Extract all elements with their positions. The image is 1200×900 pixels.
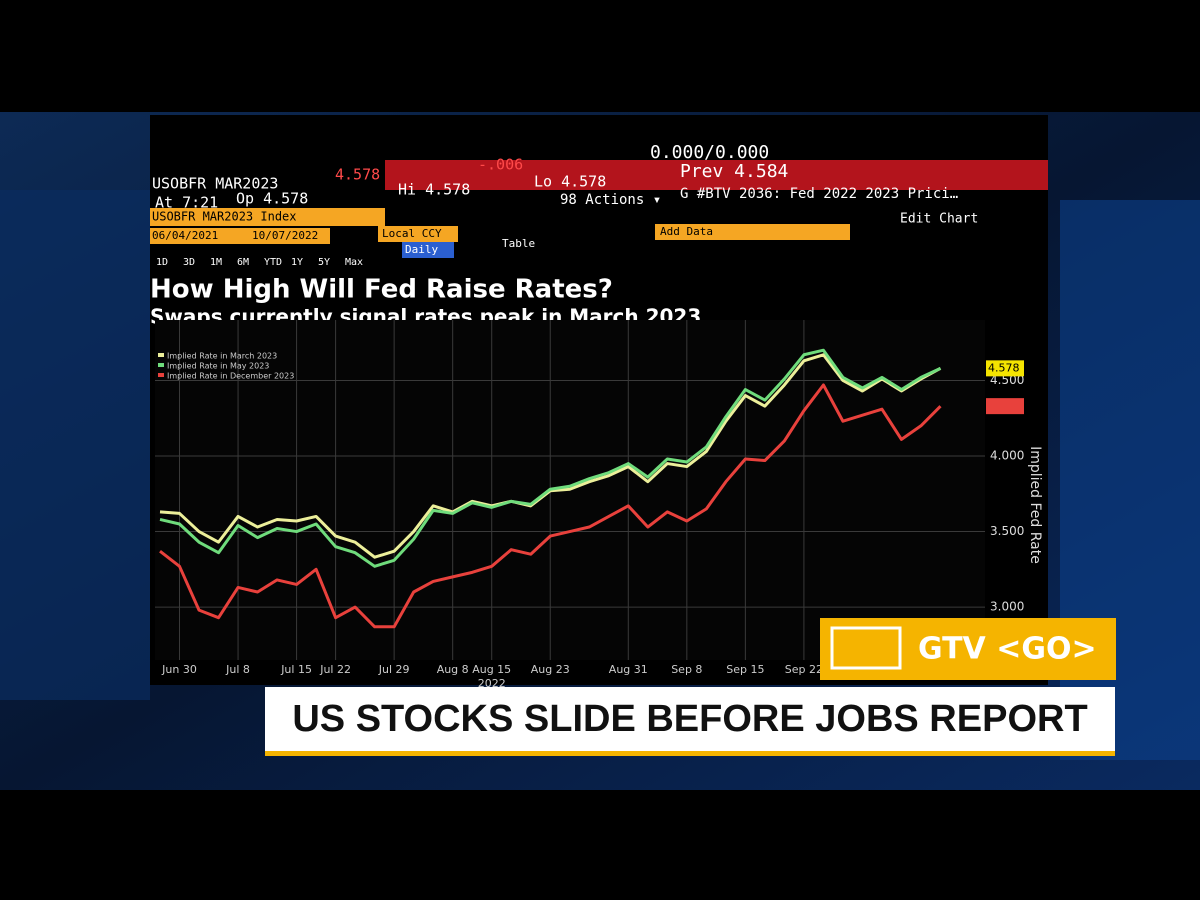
- last-value-tag: [986, 360, 1024, 377]
- x-tick-label: Aug 23: [531, 663, 570, 676]
- high: Hi 4.578: [398, 181, 470, 199]
- x-tick-label: Jul 29: [378, 663, 410, 676]
- series-line: [159, 383, 942, 629]
- end-date: 10/07/2022: [252, 229, 318, 242]
- edit-chart[interactable]: Edit Chart: [900, 212, 978, 227]
- x-year-label: 2022: [478, 677, 506, 690]
- start-date: 06/04/2021: [152, 229, 218, 242]
- last: 4.578: [335, 166, 380, 184]
- x-tick-label: Aug 31: [609, 663, 648, 676]
- last-value-label: 4.578: [988, 361, 1020, 374]
- range-button[interactable]: 6M: [237, 257, 249, 268]
- legend-swatch: [158, 373, 164, 377]
- legend-swatch: [158, 353, 164, 357]
- x-tick-label: Aug 15: [472, 663, 511, 676]
- side-screen: [0, 190, 150, 700]
- legend-label: Implied Rate in March 2023: [167, 352, 277, 361]
- y-axis-label: Implied Fed Rate: [1027, 446, 1043, 564]
- chart-title: How High Will Fed Raise Rates?: [150, 275, 613, 305]
- x-tick-label: Jul 15: [280, 663, 312, 676]
- table[interactable]: Table: [502, 237, 535, 250]
- ticker: USOBFR MAR2023: [152, 175, 278, 193]
- security-field: [150, 208, 385, 226]
- x-tick-label: Jul 8: [225, 663, 250, 676]
- range-button[interactable]: 1M: [210, 257, 222, 268]
- freq[interactable]: Daily: [405, 243, 438, 256]
- add-field: [655, 224, 850, 240]
- series-line: [159, 348, 942, 568]
- last-value-tag: [986, 398, 1024, 415]
- actions[interactable]: 98 Actions ▾: [560, 192, 661, 208]
- range-button[interactable]: 1Y: [291, 257, 303, 268]
- range-button[interactable]: 5Y: [318, 257, 330, 268]
- bid-ask: 0.000/0.000: [650, 142, 769, 163]
- tv-icon: [830, 626, 902, 670]
- y-tick-label: 4.000: [990, 449, 1024, 463]
- x-tick-label: Jun 30: [161, 663, 197, 676]
- header-bar: [385, 160, 1048, 190]
- range-button[interactable]: 1D: [156, 257, 168, 268]
- open: Op 4.578: [236, 190, 308, 208]
- y-tick-label: 4.500: [990, 373, 1024, 387]
- ccy-field: [378, 226, 458, 242]
- x-tick-label: Sep 8: [671, 663, 702, 676]
- range-button[interactable]: 3D: [183, 257, 195, 268]
- banner-code: GTV <GO>: [918, 632, 1097, 667]
- change: -.006: [478, 156, 523, 174]
- x-tick-label: Sep 15: [726, 663, 764, 676]
- x-tick-label: Jul 22: [319, 663, 351, 676]
- freq-button[interactable]: [402, 242, 454, 258]
- prev: Prev 4.584: [680, 161, 788, 182]
- legend-swatch: [158, 363, 164, 367]
- low: Lo 4.578: [534, 173, 606, 191]
- range-button[interactable]: Max: [345, 257, 363, 268]
- time: At 7:21: [155, 194, 218, 212]
- x-tick-label: Sep 22: [785, 663, 823, 676]
- x-tick-label: Aug 8: [437, 663, 469, 676]
- y-tick-label: 3.000: [990, 600, 1024, 614]
- headline: US STOCKS SLIDE BEFORE JOBS REPORT: [292, 698, 1087, 740]
- date-field: [150, 228, 330, 244]
- range-button[interactable]: YTD: [264, 257, 282, 268]
- add-data[interactable]: Add Data: [660, 225, 713, 238]
- legend-label: Implied Rate in December 2023: [167, 372, 294, 381]
- ccy: Local CCY: [382, 227, 442, 240]
- headline-box: [265, 687, 1115, 753]
- y-tick-label: 3.500: [990, 524, 1024, 538]
- headline-rule: [265, 751, 1115, 756]
- legend-label: Implied Rate in May 2023: [167, 362, 269, 371]
- security: USOBFR MAR2023 Index: [152, 210, 297, 224]
- page-title: G #BTV 2036: Fed 2022 2023 Prici…: [680, 186, 958, 202]
